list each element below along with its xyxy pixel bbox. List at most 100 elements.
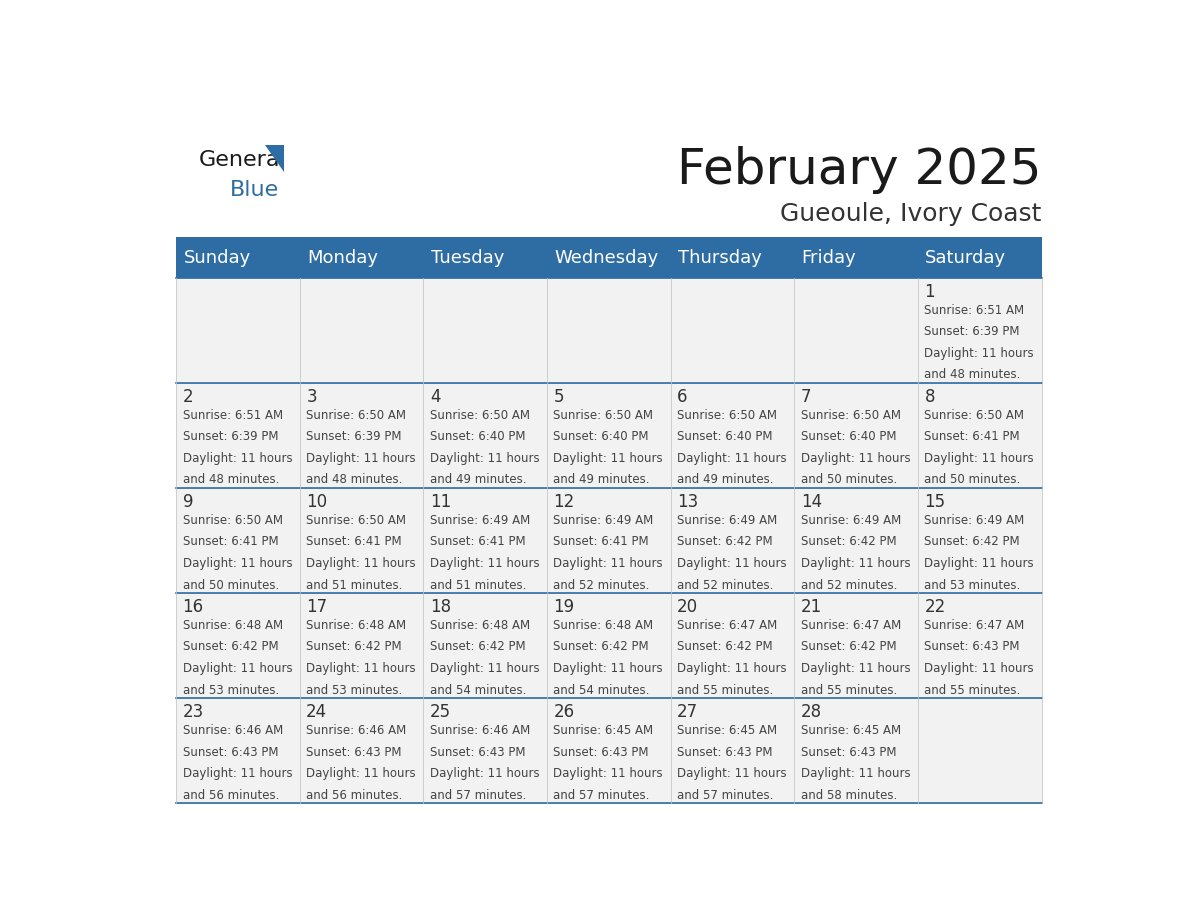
- Text: Sunset: 6:40 PM: Sunset: 6:40 PM: [801, 431, 896, 443]
- Text: Sunrise: 6:45 AM: Sunrise: 6:45 AM: [801, 724, 901, 737]
- Text: and 56 minutes.: and 56 minutes.: [183, 789, 279, 801]
- Text: Daylight: 11 hours: Daylight: 11 hours: [554, 557, 663, 570]
- Text: and 50 minutes.: and 50 minutes.: [183, 578, 279, 591]
- Text: and 48 minutes.: and 48 minutes.: [307, 474, 403, 487]
- Text: and 58 minutes.: and 58 minutes.: [801, 789, 897, 801]
- Text: Sunrise: 6:45 AM: Sunrise: 6:45 AM: [554, 724, 653, 737]
- Text: Sunset: 6:40 PM: Sunset: 6:40 PM: [677, 431, 772, 443]
- Text: Daylight: 11 hours: Daylight: 11 hours: [801, 662, 910, 675]
- Bar: [918, 698, 1042, 803]
- Bar: [423, 698, 546, 803]
- Text: Sunset: 6:39 PM: Sunset: 6:39 PM: [924, 325, 1019, 339]
- Text: Sunrise: 6:50 AM: Sunrise: 6:50 AM: [924, 409, 1024, 422]
- Text: and 53 minutes.: and 53 minutes.: [183, 684, 279, 697]
- Text: and 52 minutes.: and 52 minutes.: [677, 578, 773, 591]
- Text: Sunrise: 6:50 AM: Sunrise: 6:50 AM: [801, 409, 901, 422]
- Text: Sunrise: 6:49 AM: Sunrise: 6:49 AM: [554, 514, 653, 527]
- Text: Sunrise: 6:50 AM: Sunrise: 6:50 AM: [430, 409, 530, 422]
- Text: 4: 4: [430, 387, 441, 406]
- Bar: [671, 487, 795, 593]
- Text: Daylight: 11 hours: Daylight: 11 hours: [677, 557, 786, 570]
- Text: Sunset: 6:43 PM: Sunset: 6:43 PM: [677, 745, 772, 758]
- Text: Sunrise: 6:50 AM: Sunrise: 6:50 AM: [307, 409, 406, 422]
- Text: Daylight: 11 hours: Daylight: 11 hours: [801, 557, 910, 570]
- Text: 14: 14: [801, 493, 822, 510]
- Bar: [176, 487, 299, 593]
- Text: 7: 7: [801, 387, 811, 406]
- Text: Sunrise: 6:51 AM: Sunrise: 6:51 AM: [924, 304, 1024, 317]
- Text: Daylight: 11 hours: Daylight: 11 hours: [183, 767, 292, 780]
- Text: Sunset: 6:40 PM: Sunset: 6:40 PM: [430, 431, 525, 443]
- Text: Sunset: 6:42 PM: Sunset: 6:42 PM: [430, 641, 525, 654]
- Text: Daylight: 11 hours: Daylight: 11 hours: [677, 662, 786, 675]
- Bar: [671, 593, 795, 698]
- Text: and 57 minutes.: and 57 minutes.: [430, 789, 526, 801]
- Bar: [423, 238, 546, 277]
- Text: Sunrise: 6:48 AM: Sunrise: 6:48 AM: [183, 619, 283, 632]
- Text: Sunset: 6:43 PM: Sunset: 6:43 PM: [801, 745, 896, 758]
- Text: and 52 minutes.: and 52 minutes.: [801, 578, 897, 591]
- Text: and 50 minutes.: and 50 minutes.: [924, 474, 1020, 487]
- Bar: [546, 238, 671, 277]
- Text: and 51 minutes.: and 51 minutes.: [307, 578, 403, 591]
- Text: Daylight: 11 hours: Daylight: 11 hours: [430, 767, 539, 780]
- Bar: [546, 593, 671, 698]
- Bar: [671, 238, 795, 277]
- Bar: [423, 487, 546, 593]
- Text: Saturday: Saturday: [925, 249, 1006, 266]
- Text: 5: 5: [554, 387, 564, 406]
- Text: Sunset: 6:39 PM: Sunset: 6:39 PM: [183, 431, 278, 443]
- Text: 26: 26: [554, 703, 575, 721]
- Text: Sunset: 6:43 PM: Sunset: 6:43 PM: [183, 745, 278, 758]
- Text: Sunset: 6:42 PM: Sunset: 6:42 PM: [801, 535, 897, 548]
- Text: and 48 minutes.: and 48 minutes.: [924, 368, 1020, 382]
- Text: 8: 8: [924, 387, 935, 406]
- Text: and 57 minutes.: and 57 minutes.: [554, 789, 650, 801]
- Bar: [795, 238, 918, 277]
- Text: Daylight: 11 hours: Daylight: 11 hours: [183, 662, 292, 675]
- Text: Daylight: 11 hours: Daylight: 11 hours: [430, 662, 539, 675]
- Bar: [423, 593, 546, 698]
- Text: 25: 25: [430, 703, 451, 721]
- Bar: [546, 277, 671, 383]
- Text: Daylight: 11 hours: Daylight: 11 hours: [554, 452, 663, 465]
- Text: and 52 minutes.: and 52 minutes.: [554, 578, 650, 591]
- Text: Sunset: 6:42 PM: Sunset: 6:42 PM: [183, 641, 278, 654]
- Text: Sunrise: 6:45 AM: Sunrise: 6:45 AM: [677, 724, 777, 737]
- Bar: [299, 238, 423, 277]
- Text: Tuesday: Tuesday: [431, 249, 504, 266]
- Text: Sunset: 6:43 PM: Sunset: 6:43 PM: [924, 641, 1019, 654]
- Text: Sunrise: 6:48 AM: Sunrise: 6:48 AM: [307, 619, 406, 632]
- Text: Sunrise: 6:47 AM: Sunrise: 6:47 AM: [924, 619, 1024, 632]
- Text: 21: 21: [801, 598, 822, 616]
- Text: 19: 19: [554, 598, 575, 616]
- Text: Sunrise: 6:50 AM: Sunrise: 6:50 AM: [554, 409, 653, 422]
- Text: 1: 1: [924, 283, 935, 300]
- Text: Sunrise: 6:46 AM: Sunrise: 6:46 AM: [307, 724, 406, 737]
- Text: Sunday: Sunday: [183, 249, 251, 266]
- Text: 17: 17: [307, 598, 328, 616]
- Text: Sunrise: 6:50 AM: Sunrise: 6:50 AM: [307, 514, 406, 527]
- Text: Sunset: 6:42 PM: Sunset: 6:42 PM: [677, 535, 772, 548]
- Text: Daylight: 11 hours: Daylight: 11 hours: [183, 452, 292, 465]
- Text: Sunset: 6:41 PM: Sunset: 6:41 PM: [924, 431, 1020, 443]
- Text: February 2025: February 2025: [677, 145, 1042, 194]
- Text: Daylight: 11 hours: Daylight: 11 hours: [801, 452, 910, 465]
- Text: Sunrise: 6:49 AM: Sunrise: 6:49 AM: [430, 514, 530, 527]
- Text: Sunset: 6:41 PM: Sunset: 6:41 PM: [554, 535, 649, 548]
- Text: Daylight: 11 hours: Daylight: 11 hours: [307, 557, 416, 570]
- Text: 2: 2: [183, 387, 194, 406]
- Text: Blue: Blue: [229, 180, 279, 200]
- Text: Daylight: 11 hours: Daylight: 11 hours: [183, 557, 292, 570]
- Bar: [546, 698, 671, 803]
- Text: Sunset: 6:42 PM: Sunset: 6:42 PM: [801, 641, 897, 654]
- Text: 24: 24: [307, 703, 328, 721]
- Text: Sunrise: 6:46 AM: Sunrise: 6:46 AM: [430, 724, 530, 737]
- Bar: [918, 277, 1042, 383]
- Text: 20: 20: [677, 598, 699, 616]
- Text: Sunrise: 6:47 AM: Sunrise: 6:47 AM: [677, 619, 777, 632]
- Text: 16: 16: [183, 598, 203, 616]
- Bar: [299, 277, 423, 383]
- Text: 11: 11: [430, 493, 451, 510]
- Text: Friday: Friday: [802, 249, 857, 266]
